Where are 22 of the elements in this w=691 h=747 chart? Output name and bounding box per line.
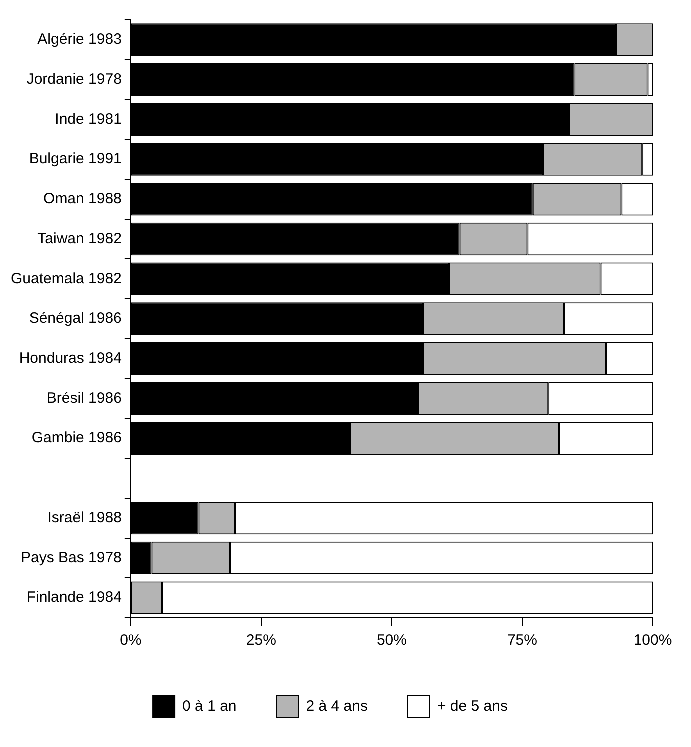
y-tick-label: Sénégal 1986: [29, 310, 122, 328]
y-tick-label: Honduras 1984: [19, 350, 122, 368]
x-tick-label: 75%: [507, 632, 538, 650]
legend-label: + de 5 ans: [437, 698, 508, 716]
y-tick-label: Oman 1988: [44, 190, 122, 208]
x-tick-label: 0%: [120, 632, 142, 650]
y-tick-label: Bulgarie 1991: [29, 150, 122, 168]
y-tick-label: Algérie 1983: [38, 31, 122, 48]
legend-label: 2 à 4 ans: [306, 698, 368, 716]
y-tick-label: Israël 1988: [48, 509, 122, 526]
legend-label: 0 à 1 an: [182, 698, 237, 716]
y-tick-label: Inde 1981: [55, 110, 122, 128]
y-tick-label: Jordanie 1978: [26, 70, 122, 88]
y-tick-label: Pays Bas 1978: [21, 549, 122, 566]
y-tick-label: Brésil 1986: [46, 390, 122, 407]
y-tick-label: Finlande 1984: [26, 589, 122, 606]
y-tick-label: Gambie 1986: [32, 430, 122, 447]
y-tick-label: Taiwan 1982: [38, 230, 122, 248]
x-tick-label: 25%: [246, 632, 276, 650]
x-tick-label: 50%: [376, 632, 407, 650]
x-tick-label: 100%: [634, 632, 672, 650]
y-tick-label: Guatemala 1982: [10, 270, 122, 288]
